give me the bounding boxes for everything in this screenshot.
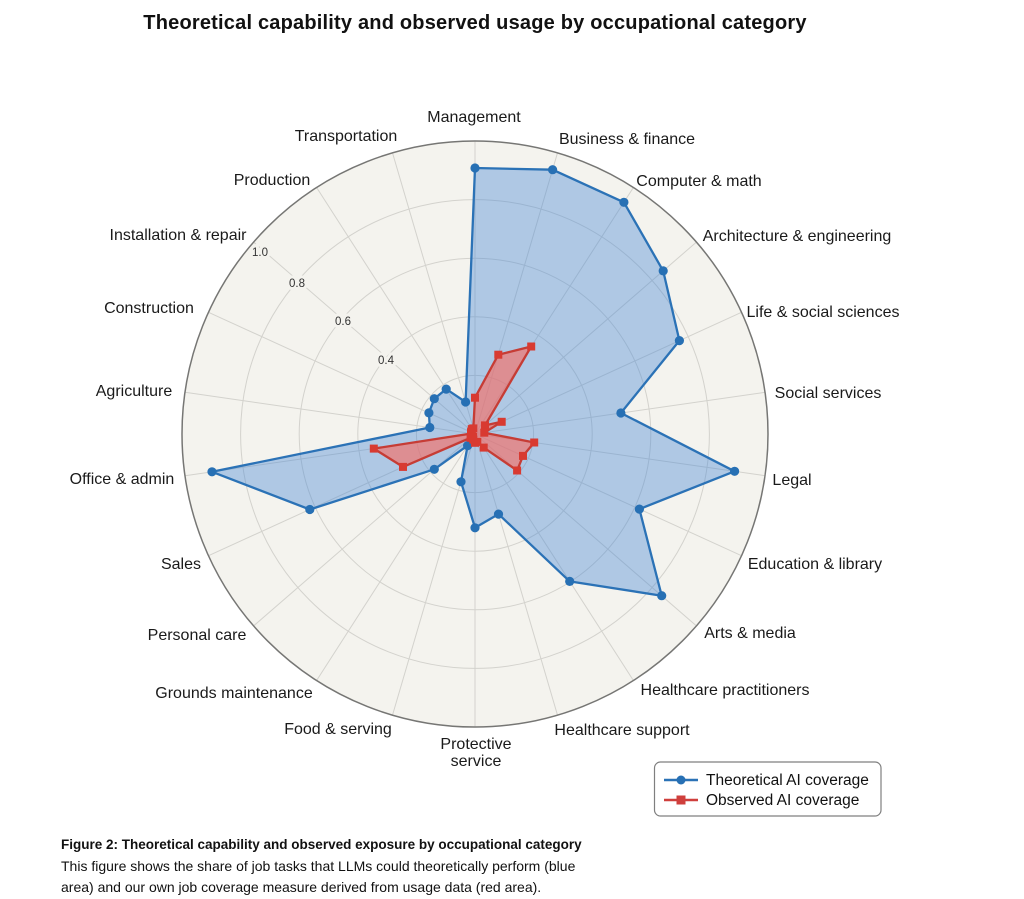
svg-text:0.6: 0.6 [335,316,351,328]
svg-text:Grounds maintenance: Grounds maintenance [155,685,313,702]
svg-text:Office & admin: Office & admin [70,471,175,488]
svg-text:Social services: Social services [775,385,882,402]
svg-text:Protective: Protective [440,736,511,753]
svg-text:Legal: Legal [772,472,811,489]
svg-text:Arts & media: Arts & media [704,625,796,642]
svg-text:Installation & repair: Installation & repair [110,227,248,244]
svg-text:Theoretical AI coverage: Theoretical AI coverage [706,772,869,789]
svg-text:Food & serving: Food & serving [284,721,392,738]
svg-text:Education & library: Education & library [748,556,882,573]
svg-text:service: service [451,753,502,770]
svg-text:Healthcare practitioners: Healthcare practitioners [641,682,810,699]
svg-text:Agriculture: Agriculture [96,383,173,400]
svg-text:0.4: 0.4 [378,355,395,367]
svg-text:Personal care: Personal care [148,627,247,644]
svg-text:Life & social sciences: Life & social sciences [747,304,900,321]
svg-text:Computer & math: Computer & math [636,173,761,190]
svg-text:Observed AI coverage: Observed AI coverage [706,792,859,809]
svg-text:Business & finance: Business & finance [559,131,695,148]
svg-text:0.8: 0.8 [289,278,305,290]
svg-text:1.0: 1.0 [252,247,268,259]
svg-text:Management: Management [427,109,521,126]
svg-text:Transportation: Transportation [295,128,398,145]
svg-text:Healthcare support: Healthcare support [554,722,690,739]
svg-text:Architecture & engineering: Architecture & engineering [703,228,892,245]
svg-text:Sales: Sales [161,556,201,573]
svg-text:Production: Production [234,172,311,189]
svg-text:Construction: Construction [104,300,194,317]
